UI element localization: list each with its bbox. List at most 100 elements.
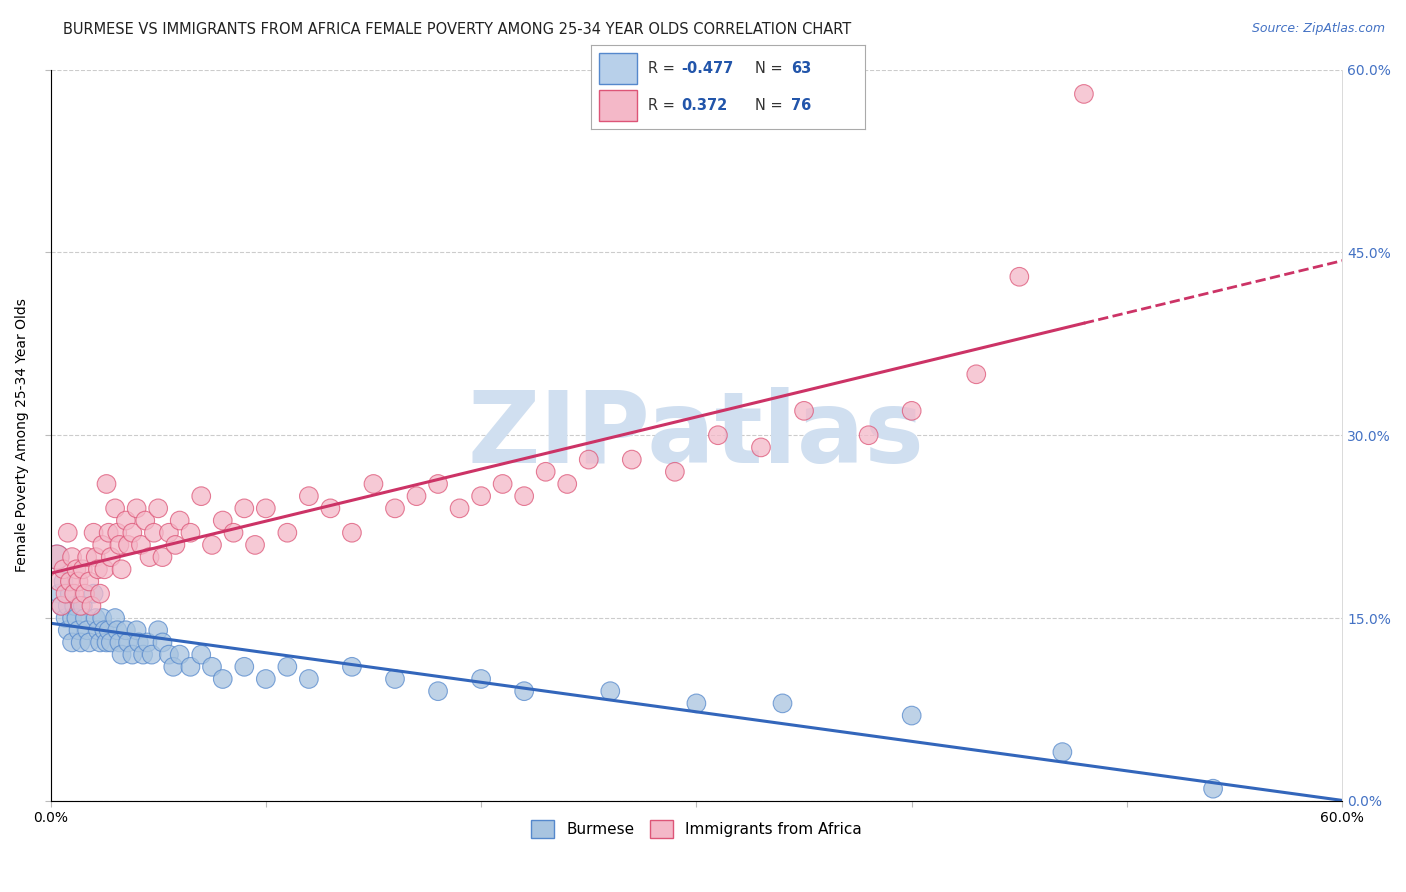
Point <box>298 672 321 686</box>
Point <box>136 635 159 649</box>
Point <box>48 574 70 589</box>
Point <box>77 635 100 649</box>
Point <box>513 489 536 503</box>
Point <box>108 538 131 552</box>
Point <box>93 562 115 576</box>
Point <box>117 538 139 552</box>
Point <box>190 648 212 662</box>
Point <box>169 514 191 528</box>
Point <box>138 550 160 565</box>
Y-axis label: Female Poverty Among 25-34 Year Olds: Female Poverty Among 25-34 Year Olds <box>15 298 30 572</box>
Point <box>142 525 165 540</box>
Point <box>104 501 127 516</box>
Point <box>105 525 128 540</box>
Point <box>319 501 342 516</box>
Point <box>146 501 169 516</box>
Text: 76: 76 <box>790 98 811 113</box>
Point <box>60 550 83 565</box>
Point <box>190 489 212 503</box>
Point <box>749 441 772 455</box>
Point <box>87 624 110 638</box>
Point <box>363 477 385 491</box>
Point <box>165 538 187 552</box>
Point <box>243 538 266 552</box>
Point <box>125 624 148 638</box>
Point <box>63 599 86 613</box>
Point <box>599 684 621 698</box>
Point <box>1202 781 1225 796</box>
Point <box>276 525 298 540</box>
Point <box>117 635 139 649</box>
Point <box>73 587 96 601</box>
Point <box>405 489 427 503</box>
Text: N =: N = <box>755 61 787 76</box>
Point <box>89 635 111 649</box>
Point <box>276 660 298 674</box>
Point <box>96 477 118 491</box>
Point <box>470 489 492 503</box>
Point <box>384 672 406 686</box>
Point <box>110 648 132 662</box>
Point <box>51 599 73 613</box>
Point <box>83 525 105 540</box>
Point <box>157 525 180 540</box>
Text: R =: R = <box>648 61 679 76</box>
Point <box>152 635 174 649</box>
Text: -0.477: -0.477 <box>681 61 734 76</box>
Point <box>685 697 707 711</box>
Point <box>146 624 169 638</box>
Point <box>491 477 513 491</box>
Point <box>97 525 120 540</box>
Point <box>96 635 118 649</box>
Point <box>69 599 91 613</box>
Point <box>91 538 114 552</box>
Point <box>254 672 277 686</box>
Point <box>67 624 90 638</box>
Point <box>65 611 87 625</box>
Text: BURMESE VS IMMIGRANTS FROM AFRICA FEMALE POVERTY AMONG 25-34 YEAR OLDS CORRELATI: BURMESE VS IMMIGRANTS FROM AFRICA FEMALE… <box>63 22 852 37</box>
Point <box>60 611 83 625</box>
Point <box>470 672 492 686</box>
Point <box>793 404 815 418</box>
Point <box>578 452 600 467</box>
Point <box>48 587 70 601</box>
Point <box>69 635 91 649</box>
Point <box>900 708 922 723</box>
Text: ZIPatlas: ZIPatlas <box>468 387 925 483</box>
Point <box>129 538 152 552</box>
Legend: Burmese, Immigrants from Africa: Burmese, Immigrants from Africa <box>524 814 868 845</box>
Point <box>60 635 83 649</box>
Text: 63: 63 <box>790 61 811 76</box>
Point <box>965 368 987 382</box>
Point <box>1052 745 1074 759</box>
Point <box>201 660 224 674</box>
Point <box>52 562 75 576</box>
Bar <box>599 90 637 120</box>
Point <box>73 611 96 625</box>
Point <box>179 525 201 540</box>
Point <box>83 587 105 601</box>
Point <box>664 465 686 479</box>
Text: R =: R = <box>648 98 685 113</box>
Point <box>152 550 174 565</box>
Point <box>104 611 127 625</box>
Bar <box>599 54 637 84</box>
Point <box>1008 269 1031 284</box>
Point <box>211 514 233 528</box>
Point <box>211 672 233 686</box>
Point <box>298 489 321 503</box>
Point <box>141 648 163 662</box>
Point <box>222 525 245 540</box>
Point <box>52 574 75 589</box>
Text: N =: N = <box>755 98 787 113</box>
Point <box>108 635 131 649</box>
Point <box>772 697 794 711</box>
Point <box>59 587 82 601</box>
Point <box>513 684 536 698</box>
Point <box>93 624 115 638</box>
Point <box>134 514 156 528</box>
Point <box>84 611 107 625</box>
Text: Source: ZipAtlas.com: Source: ZipAtlas.com <box>1251 22 1385 36</box>
Point <box>72 599 94 613</box>
Point <box>91 611 114 625</box>
